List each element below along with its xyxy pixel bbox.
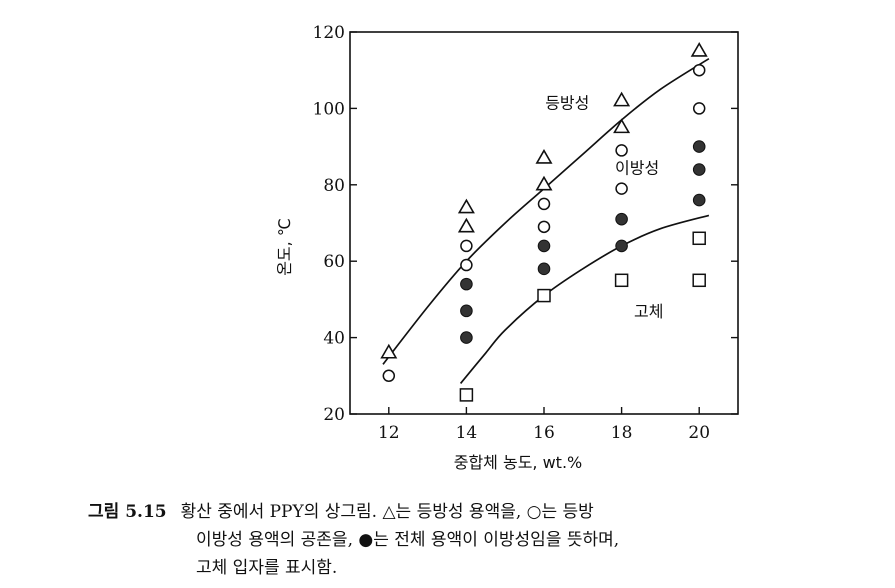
filled-circle-marker: [460, 331, 473, 344]
x-axis-title: 중합체 농도, wt.%: [454, 453, 583, 470]
x-tick-label: 18: [611, 423, 633, 443]
filled-circle-marker: [460, 304, 473, 318]
filled-circle-marker: [537, 262, 551, 276]
solid-boundary-curve: [459, 214, 710, 384]
filled-circle-marker: [615, 212, 628, 226]
region-label: 고체: [634, 302, 663, 321]
x-tick-label: 12: [378, 423, 400, 443]
triangle-marker: [535, 148, 553, 164]
caption-line-3: 고체 입자를 표시함.: [196, 558, 338, 578]
x-tick-label: 16: [533, 423, 555, 443]
open-circle-marker: [537, 197, 551, 211]
filled-circle-marker: [615, 239, 628, 253]
open-circle-marker: [692, 102, 706, 115]
triangle-marker: [690, 41, 708, 57]
square-marker: [537, 288, 551, 303]
filled-circle-marker: [692, 140, 706, 153]
triangle-marker: [457, 217, 475, 233]
figure-caption: 그림 5.15 황산 중에서 PPY의 상그림. △는 등방성 용액을, ○는 등…: [88, 498, 895, 582]
open-circle-marker: [460, 239, 473, 253]
chart-axes: 12 14 16 18 20 20 40 60 80 100 120: [313, 23, 739, 443]
y-tick-label: 40: [323, 329, 345, 349]
y-tick-label: 80: [323, 176, 345, 196]
filled-circle-marker: [537, 239, 551, 253]
caption-text-1: 황산 중에서 PPY의 상그림. △는 등방성 용액을, ○는 등방: [180, 502, 594, 522]
y-tick-label: 20: [323, 405, 345, 425]
square-marker: [614, 273, 629, 288]
open-circle-marker: [615, 182, 628, 195]
caption-line-1: 그림 5.15 황산 중에서 PPY의 상그림. △는 등방성 용액을, ○는 등…: [88, 498, 895, 526]
open-circle-marker: [382, 369, 396, 383]
triangle-marker: [380, 343, 398, 359]
y-axis-title: 온도, ℃: [275, 218, 294, 276]
open-circle-marker: [537, 220, 551, 234]
y-tick-label: 120: [313, 23, 345, 43]
x-tick-label: 14: [456, 423, 478, 443]
x-tick-label: 20: [688, 423, 710, 443]
square-marker: [459, 388, 474, 402]
open-circle-marker: [692, 63, 706, 77]
triangle-marker: [613, 91, 631, 107]
filled-circle-marker: [692, 193, 706, 207]
square-marker: [692, 273, 706, 288]
data-markers: [380, 41, 708, 402]
region-label: 등방성: [545, 94, 589, 113]
filled-circle-marker: [460, 277, 473, 291]
y-tick-label: 60: [323, 252, 345, 272]
triangle-marker: [613, 118, 631, 134]
caption-line-2: 이방성 용액의 공존을, ●는 전체 용액이 이방성임을 뜻하며,: [196, 530, 620, 550]
filled-circle-marker: [692, 163, 706, 176]
region-label: 이방성: [615, 159, 659, 178]
figure-number: 그림 5.15: [88, 502, 167, 522]
open-circle-marker: [615, 144, 628, 157]
y-tick-label: 100: [313, 99, 345, 119]
triangle-marker: [535, 175, 553, 191]
open-circle-marker: [460, 258, 473, 272]
square-marker: [692, 231, 706, 246]
triangle-marker: [457, 198, 475, 214]
